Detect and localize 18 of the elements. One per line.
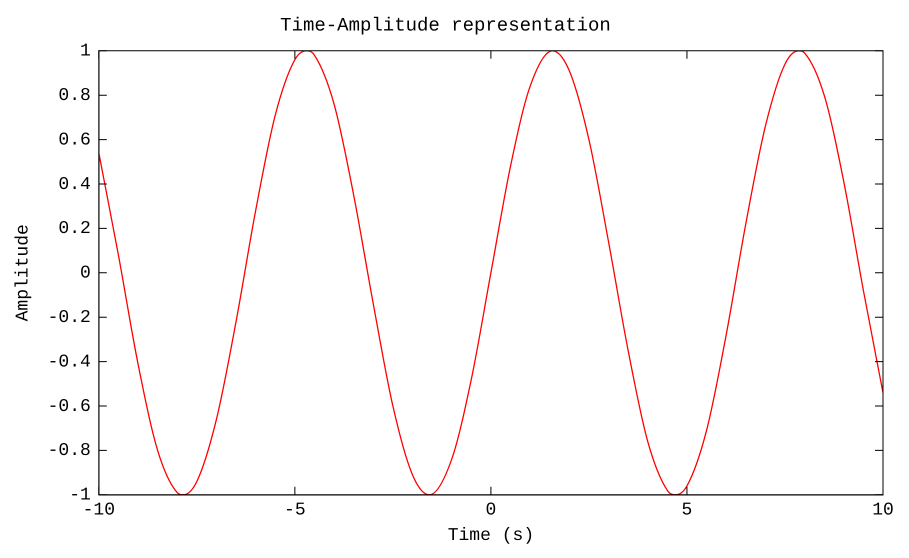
x-tick-label: 0 bbox=[485, 500, 496, 520]
line-series bbox=[98, 50, 883, 495]
y-tick-label: 0.6 bbox=[58, 130, 91, 150]
y-tick-label: -0.4 bbox=[48, 352, 91, 372]
x-axis-title: Time (s) bbox=[448, 526, 534, 546]
y-tick-label: -0.6 bbox=[48, 396, 91, 417]
y-tick-label: -0.8 bbox=[48, 441, 91, 462]
y-tick-label: 0.4 bbox=[58, 174, 91, 195]
chart-title: Time-Amplitude representation bbox=[280, 14, 611, 36]
x-tick-label: 5 bbox=[682, 500, 692, 520]
x-tick-label: -5 bbox=[284, 500, 306, 520]
y-tick-label: -0.2 bbox=[48, 308, 91, 328]
x-tick-label: 10 bbox=[872, 500, 894, 520]
y-tick-label: 0.8 bbox=[58, 86, 91, 106]
y-axis-title: Amplitude bbox=[14, 224, 34, 322]
y-tick-label: 1 bbox=[80, 42, 91, 62]
y-tick-label: 0.2 bbox=[58, 219, 91, 240]
y-tick-label: 0 bbox=[80, 264, 91, 284]
